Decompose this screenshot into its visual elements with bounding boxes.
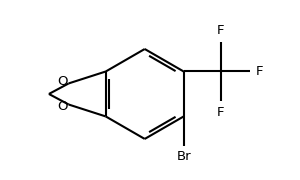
Text: Br: Br <box>176 150 191 163</box>
Text: F: F <box>217 24 224 37</box>
Text: F: F <box>217 106 224 119</box>
Text: O: O <box>58 75 68 88</box>
Text: O: O <box>58 100 68 113</box>
Text: F: F <box>256 65 263 78</box>
